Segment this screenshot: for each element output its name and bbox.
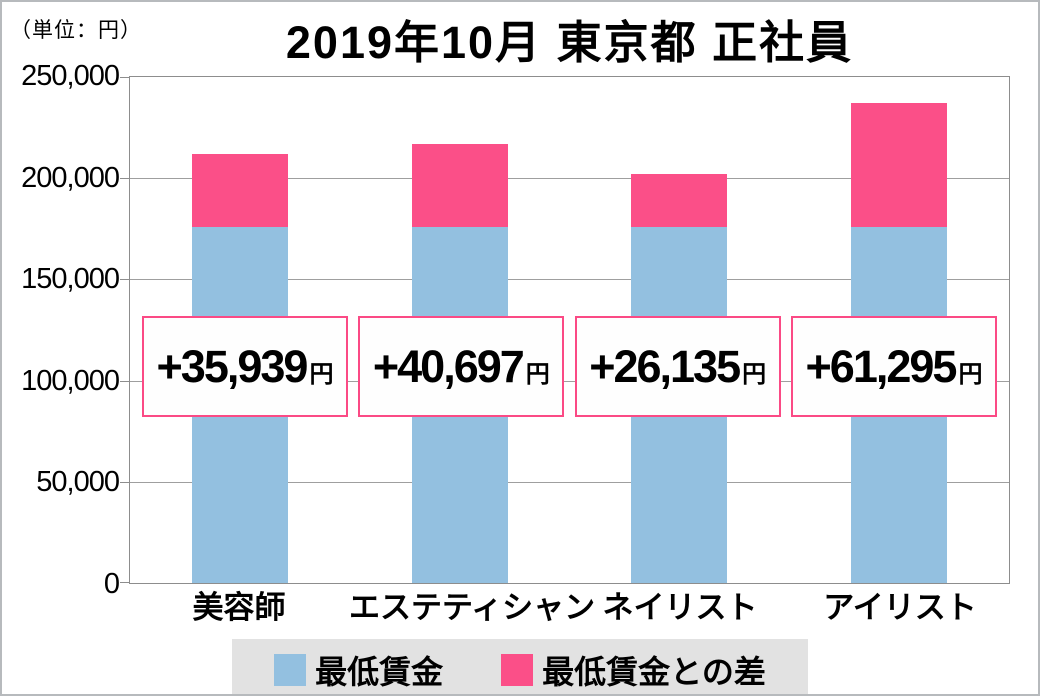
bar-segment-diff [631, 173, 728, 227]
y-axis-tick-mark [120, 481, 130, 483]
diff-unit: 円 [309, 360, 334, 388]
gridline [130, 380, 1009, 382]
bar-segment-diff [191, 154, 288, 227]
legend-swatch [501, 654, 534, 686]
legend-label: 最低賃金との差 [542, 654, 766, 690]
y-axis-tick-label: 0 [103, 568, 120, 600]
legend-item: 最低賃金との差 [501, 647, 766, 693]
diff-amount: +35,939 [156, 340, 309, 392]
legend: 最低賃金 最低賃金との差 [232, 639, 808, 694]
gridline [130, 178, 1009, 180]
y-axis-tick-mark [120, 178, 130, 180]
legend-item: 最低賃金 [274, 647, 443, 693]
diff-label-box: +61,295 円 [790, 316, 997, 417]
y-axis-tick-label: 250,000 [21, 60, 120, 92]
y-axis-tick-label: 100,000 [21, 364, 120, 397]
diff-amount: +26,135 [589, 340, 741, 392]
y-axis-tick-mark [120, 380, 130, 382]
diff-unit: 円 [958, 360, 983, 388]
x-axis-category-label: エステティシャン [349, 590, 596, 625]
diff-label-text: +40,697 円 [373, 341, 550, 393]
gridline [130, 481, 1009, 483]
y-axis-tick-label: 150,000 [21, 263, 120, 296]
diff-amount: +40,697 [372, 340, 525, 392]
legend-swatch [274, 654, 307, 686]
legend-row: 最低賃金 最低賃金との差 [2, 639, 1038, 694]
y-axis-tick-mark [120, 77, 130, 78]
diff-label-box: +35,939 円 [142, 316, 348, 417]
y-axis-tick-label: 50,000 [36, 466, 120, 499]
diff-amount: +61,295 [805, 340, 958, 392]
diff-label-text: +26,135 円 [589, 341, 766, 393]
unit-label: （単位：円） [10, 19, 142, 42]
chart-title: 2019年10月 東京都 正社員 [285, 17, 854, 68]
y-axis-tick-label: 200,000 [21, 161, 120, 194]
y-axis-tick-mark [120, 582, 130, 583]
diff-label-box: +40,697 円 [358, 316, 565, 417]
x-axis-category-label: アイリスト [823, 590, 977, 625]
diff-label-boxes-row: +35,939 円 +40,697 円 +26,135 円 +61,295 円 [142, 316, 997, 417]
bar-segment-diff [411, 144, 508, 227]
y-axis: 250,000 200,000 150,000 100,000 50,000 0 [2, 60, 120, 600]
plot-area: +35,939 円 +40,697 円 +26,135 円 +61,295 円 [120, 76, 1010, 584]
diff-label-text: +61,295 円 [806, 341, 983, 393]
x-axis-category-row: 美容師 エステティシャン ネイリスト アイリスト [129, 588, 1010, 628]
x-axis-category-label: 美容師 [192, 590, 286, 625]
diff-label-box: +26,135 円 [574, 316, 781, 417]
diff-unit: 円 [742, 360, 767, 388]
diff-unit: 円 [525, 360, 550, 388]
diff-label-text: +35,939 円 [157, 341, 334, 393]
bar-segment-diff [851, 102, 948, 227]
x-axis-category-label: ネイリスト [602, 590, 758, 625]
y-axis-tick-mark [120, 279, 130, 281]
gridline [130, 279, 1009, 281]
legend-label: 最低賃金 [315, 654, 444, 690]
